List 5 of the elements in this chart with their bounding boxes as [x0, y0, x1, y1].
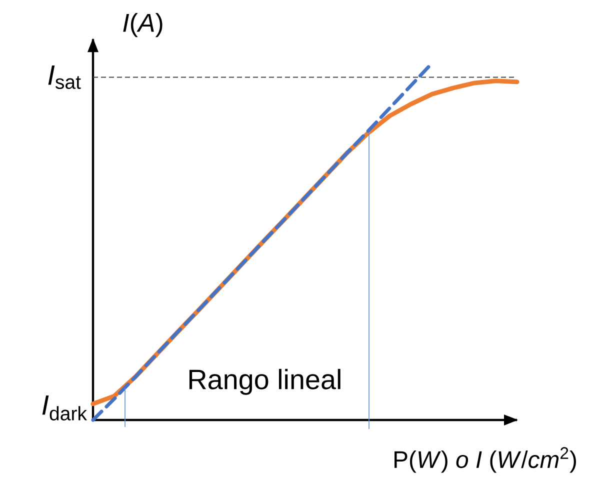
y-axis-title: I(A): [123, 13, 162, 38]
annotation: Rango lineal: [189, 368, 340, 395]
text: P(W) o I (W/cm$^{2}$): [394, 447, 576, 473]
ref-line-label: I$_{sat}$: [48, 66, 81, 89]
text: I$_{dark}$: [42, 395, 88, 420]
